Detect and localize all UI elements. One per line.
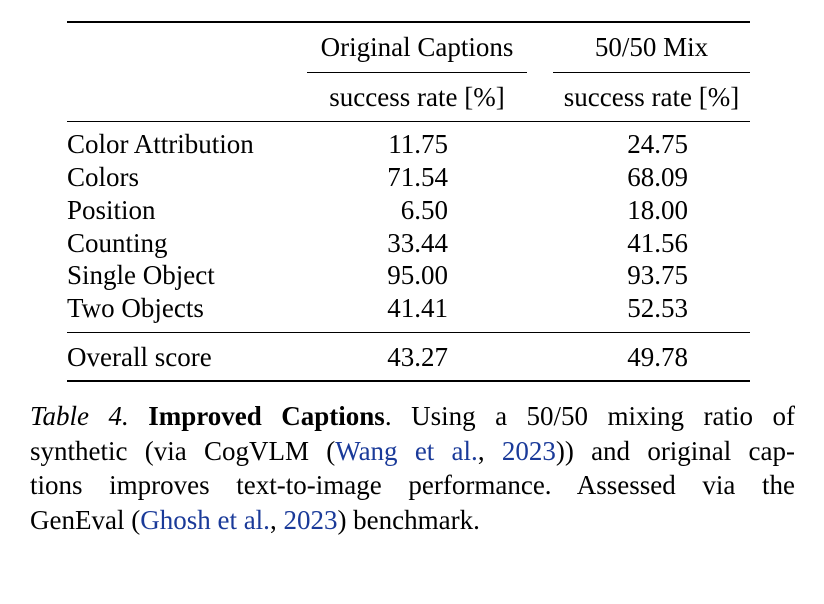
table-cell: 33.44 — [387, 228, 448, 258]
row-label: Single Object — [67, 260, 215, 290]
column-header-mix: 50/50 Mix — [594, 32, 709, 62]
caption-text: tions improves text-to-image performance… — [30, 470, 795, 500]
table-cell: 41.56 — [627, 228, 688, 258]
caption-text: GenEval ( — [30, 504, 141, 535]
caption-line-2: synthetic (via CogVLM (Wang et al., 2023… — [30, 434, 795, 469]
table-cell: 11.75 — [388, 129, 448, 159]
table-cell: 68.09 — [627, 162, 688, 192]
original-captions-underline — [307, 72, 527, 73]
row-label: Color Attribution — [67, 129, 254, 159]
citation-link-ghosh[interactable]: Ghosh et al. — [140, 504, 270, 535]
table-cell: 93.75 — [627, 260, 688, 290]
caption-text: . Using a 50/50 mixing ratio of — [384, 401, 796, 431]
overall-score-label: Overall score — [67, 342, 212, 372]
citation-link-wang[interactable]: Wang et al. — [335, 435, 478, 466]
caption-text: )) and original cap- — [555, 435, 796, 466]
overall-score-original: 43.27 — [387, 342, 448, 372]
citation-year-link-ghosh[interactable]: 2023 — [283, 504, 338, 535]
table-cell: 71.54 — [387, 162, 448, 192]
metric-header-mix: success rate [%] — [563, 82, 740, 112]
caption-text: ) benchmark. — [337, 504, 480, 535]
table-cell: 18.00 — [627, 195, 688, 225]
caption-line-1: Table 4. Improved Captions. Using a 50/5… — [30, 399, 795, 434]
caption-line-4: GenEval (Ghosh et al., 2023) benchmark. — [30, 503, 795, 538]
table-bottom-rule — [67, 380, 750, 382]
row-label: Colors — [67, 162, 140, 192]
header-bottom-rule — [67, 121, 750, 122]
table-cell: 6.50 — [400, 195, 448, 225]
row-label: Position — [67, 195, 156, 225]
table-cell: 41.41 — [387, 293, 448, 323]
table-top-rule — [67, 21, 750, 23]
citation-year-link-wang[interactable]: 2023 — [501, 435, 556, 466]
table-cell: 24.75 — [627, 129, 688, 159]
overall-separator-rule — [67, 332, 750, 333]
caption-label: Table 4. — [30, 401, 129, 431]
mix-underline — [553, 72, 750, 73]
table-caption: Table 4. Improved Captions. Using a 50/5… — [30, 399, 795, 537]
row-label: Counting — [67, 228, 168, 258]
table-cell: 52.53 — [627, 293, 688, 323]
overall-score-mix: 49.78 — [627, 342, 688, 372]
caption-line-3: tions improves text-to-image performance… — [30, 468, 795, 503]
row-label: Two Objects — [67, 293, 204, 323]
metric-header-original-captions: success rate [%] — [329, 82, 505, 112]
table-cell: 95.00 — [387, 260, 448, 290]
column-header-original-captions: Original Captions — [320, 32, 514, 62]
citation-separator: , — [477, 435, 502, 466]
caption-text: synthetic (via CogVLM ( — [30, 435, 336, 466]
caption-title: Improved Captions — [148, 401, 385, 431]
citation-separator: , — [269, 504, 284, 535]
